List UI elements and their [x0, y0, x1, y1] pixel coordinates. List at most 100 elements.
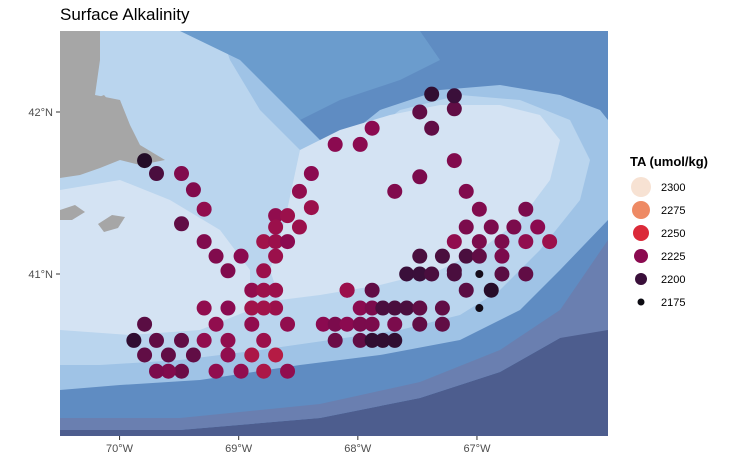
station-point [483, 282, 499, 298]
station-point [471, 248, 487, 264]
station-point [387, 332, 403, 348]
station-point [518, 201, 534, 217]
station-point [518, 234, 534, 250]
station-point [244, 347, 260, 363]
station-point [387, 300, 403, 316]
station-point [530, 219, 546, 235]
legend-label: 2225 [661, 251, 685, 263]
station-point [458, 282, 474, 298]
land-layer [60, 31, 165, 232]
station-point [434, 316, 450, 332]
station-point [483, 219, 499, 235]
x-tick-label: 68°W [344, 443, 372, 455]
axes: 70°W 69°W 68°W 67°W 42°N 41°N [28, 107, 491, 455]
station-point [327, 136, 343, 152]
station-point [446, 263, 462, 279]
station-point [196, 300, 212, 316]
station-point [446, 101, 462, 117]
station-point [339, 316, 355, 332]
station-point [268, 347, 284, 363]
station-point [303, 166, 319, 182]
station-point [148, 363, 164, 379]
station-point [256, 282, 272, 298]
station-point [256, 234, 272, 250]
legend-key [637, 298, 645, 306]
station-point [412, 248, 428, 264]
station-point [364, 332, 380, 348]
station-point [126, 332, 142, 348]
station-point [137, 347, 153, 363]
station-point [208, 363, 224, 379]
legend-key [635, 273, 647, 285]
station-point [174, 166, 190, 182]
gulf-of-maine-basin [180, 31, 440, 120]
station-point [268, 300, 284, 316]
station-point [352, 332, 368, 348]
station-point [220, 300, 236, 316]
station-point [256, 363, 272, 379]
x-tick-label: 67°W [463, 443, 491, 455]
station-point [399, 300, 415, 316]
station-point [327, 332, 343, 348]
cape-cod-landmass [60, 31, 165, 178]
station-point [280, 208, 296, 224]
station-point [412, 266, 428, 282]
cape-cod-arm [92, 95, 110, 112]
y-tick-label: 41°N [28, 269, 53, 281]
chart-title: Surface Alkalinity [60, 5, 190, 24]
station-point [185, 182, 201, 198]
station-point [268, 282, 284, 298]
station-point [352, 136, 368, 152]
legend-key [634, 249, 648, 263]
station-point [364, 282, 380, 298]
station-point [174, 363, 190, 379]
station-point [458, 183, 474, 199]
legend-key [631, 177, 651, 197]
station-point [208, 316, 224, 332]
station-point [148, 166, 164, 182]
station-point [233, 248, 249, 264]
legend-label: 2200 [661, 274, 685, 286]
y-tick-label: 42°N [28, 107, 53, 119]
station-point [280, 234, 296, 250]
station-point [434, 248, 450, 264]
legend-key [632, 201, 650, 219]
station-point [458, 219, 474, 235]
station-point [458, 248, 474, 264]
station-point [244, 316, 260, 332]
station-point [446, 234, 462, 250]
legend-label: 2175 [661, 297, 685, 309]
station-point [412, 300, 428, 316]
station-point [137, 153, 153, 169]
station-point [220, 332, 236, 348]
station-point [185, 347, 201, 363]
station-point [220, 263, 236, 279]
station-point [387, 316, 403, 332]
station-point [280, 316, 296, 332]
station-point [434, 300, 450, 316]
station-point [174, 332, 190, 348]
station-point [291, 183, 307, 199]
station-point [424, 86, 440, 102]
legend: TA (umol/kg) 2300 2275 2250 2225 2200 2175 [630, 154, 708, 309]
station-point [268, 219, 284, 235]
station-point [412, 169, 428, 185]
station-point [291, 219, 307, 235]
station-point [268, 208, 284, 224]
station-point [339, 282, 355, 298]
bathymetry-layer [60, 31, 608, 436]
station-point [475, 270, 484, 278]
x-tick-label: 69°W [225, 443, 253, 455]
slope-deep [60, 180, 608, 436]
station-point [352, 316, 368, 332]
station-point [174, 216, 190, 232]
station-point [446, 153, 462, 169]
legend-label: 2250 [661, 228, 685, 240]
station-point [256, 300, 272, 316]
station-point [375, 332, 391, 348]
station-point [280, 363, 296, 379]
station-point [196, 234, 212, 250]
station-point [160, 363, 176, 379]
nantucket-island [98, 215, 125, 232]
x-tick-label: 70°W [106, 443, 134, 455]
